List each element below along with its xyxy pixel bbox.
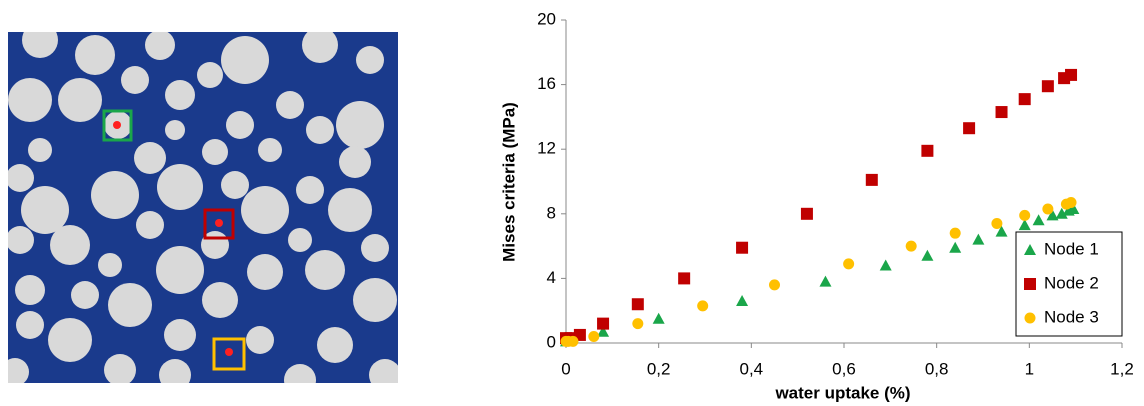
marker-triangle — [736, 295, 748, 306]
marker-triangle — [880, 259, 892, 270]
marker-circle — [632, 318, 643, 329]
marker-square — [597, 318, 609, 330]
marker-circle — [906, 241, 917, 252]
marker-circle — [1019, 210, 1030, 221]
y-axis-title: Mises criteria (MPa) — [499, 102, 518, 262]
figure: water uptake (%) Mises criteria (MPa) 0 4… — [0, 0, 1144, 406]
marker-triangle — [949, 242, 961, 253]
marker-square — [921, 145, 933, 157]
marker-circle — [1025, 313, 1036, 324]
marker-circle — [567, 336, 578, 347]
marker-circle — [588, 331, 599, 342]
x-tick-label: 0,6 — [832, 359, 856, 378]
marker-circle — [843, 258, 854, 269]
legend-label: Node 3 — [1044, 307, 1099, 326]
marker-square — [1024, 278, 1036, 290]
marker-circle — [697, 300, 708, 311]
x-tick-label: 0,4 — [740, 359, 764, 378]
marker-square — [678, 272, 690, 284]
mesh-image — [1, 22, 401, 396]
x-tick-label: 1,2 — [1110, 359, 1134, 378]
x-tick-label: 0,2 — [647, 359, 671, 378]
marker-triangle — [1033, 214, 1045, 225]
y-tick-label: 4 — [547, 268, 556, 287]
marker-triangle — [972, 234, 984, 245]
y-tick-label: 12 — [537, 139, 556, 158]
legend-label: Node 1 — [1044, 239, 1099, 258]
legend-label: Node 2 — [1044, 273, 1099, 292]
y-tick-label: 8 — [547, 203, 556, 222]
x-tick-label: 0,8 — [925, 359, 949, 378]
marker-triangle — [819, 276, 831, 287]
marker-circle — [1066, 197, 1077, 208]
x-tick-label: 0 — [561, 359, 570, 378]
marker-square — [1065, 69, 1077, 81]
marker-circle — [950, 228, 961, 239]
x-tick-label: 1 — [1025, 359, 1034, 378]
y-tick-label: 16 — [537, 74, 556, 93]
marker-square — [1019, 93, 1031, 105]
x-axis-title: water uptake (%) — [774, 383, 910, 402]
marker-square — [801, 208, 813, 220]
marker-square — [996, 106, 1008, 118]
marker-square — [632, 298, 644, 310]
y-tick-label: 0 — [547, 332, 556, 351]
marker-square — [1042, 80, 1054, 92]
marker-circle — [1042, 203, 1053, 214]
marker-triangle — [921, 250, 933, 261]
marker-circle — [991, 218, 1002, 229]
marker-square — [736, 242, 748, 254]
y-tick-label: 20 — [537, 9, 556, 28]
marker-circle — [769, 279, 780, 290]
marker-square — [866, 174, 878, 186]
marker-square — [963, 122, 975, 134]
marker-triangle — [653, 313, 665, 324]
